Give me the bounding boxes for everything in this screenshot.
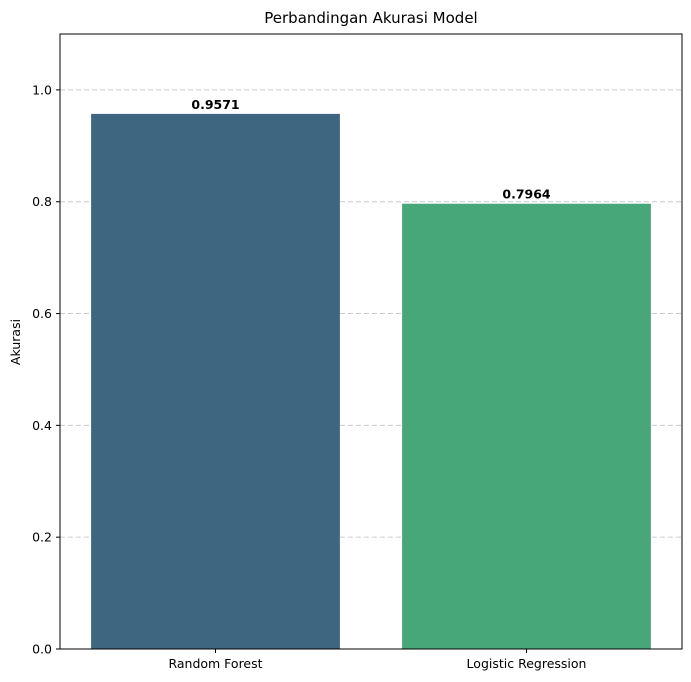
x-tick-label: Logistic Regression bbox=[467, 656, 587, 671]
data-labels: 0.9571 0.7964 bbox=[191, 97, 551, 202]
data-label: 0.7964 bbox=[502, 187, 551, 202]
y-tick-label: 1.0 bbox=[32, 82, 52, 97]
bars bbox=[91, 113, 651, 650]
data-label: 0.9571 bbox=[191, 97, 239, 112]
y-tick-label: 0.4 bbox=[32, 418, 52, 433]
y-axis-label: Akurasi bbox=[8, 319, 23, 365]
bar-logistic-regression bbox=[402, 203, 651, 650]
y-tick-label: 0.0 bbox=[32, 642, 52, 657]
plot-frame bbox=[59, 33, 683, 650]
y-tick-label: 0.2 bbox=[32, 530, 52, 545]
chart-title: Perbandingan Akurasi Model bbox=[264, 9, 477, 27]
x-tick-label: Random Forest bbox=[168, 656, 262, 671]
y-tick-label: 0.8 bbox=[32, 194, 52, 209]
axis-ticks: 0.0 0.2 0.4 0.6 0.8 1.0 Random Forest Logistic … bbox=[32, 82, 586, 671]
y-tick-label: 0.6 bbox=[32, 306, 52, 321]
bar-random-forest bbox=[91, 113, 340, 649]
